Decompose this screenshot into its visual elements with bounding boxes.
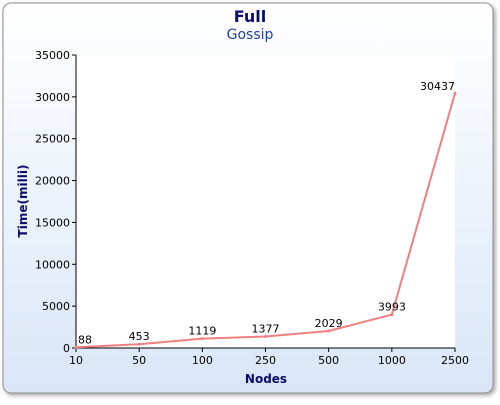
x-tick-label: 250 (255, 354, 276, 367)
y-tick-label: 25000 (35, 133, 70, 146)
y-tick-label: 20000 (35, 175, 70, 188)
x-axis-title: Nodes (245, 372, 287, 386)
data-point (264, 334, 267, 338)
x-tick-label: 50 (132, 354, 146, 367)
data-label: 1119 (188, 325, 216, 338)
y-tick-label: 5000 (42, 300, 70, 313)
x-tick-label: 100 (192, 354, 213, 367)
x-axis: 10 50 100 250 500 1000 2500 (69, 347, 469, 367)
data-point (200, 337, 204, 341)
chart-title: Full (234, 7, 267, 26)
data-point (74, 345, 78, 349)
data-point (453, 91, 457, 95)
y-axis-title: Time(milli) (16, 165, 30, 238)
y-tick-label: 10000 (35, 258, 70, 271)
data-label: 1377 (252, 322, 280, 335)
y-tick-label: 30000 (35, 91, 70, 104)
data-point (327, 329, 331, 333)
data-label: 2029 (315, 317, 343, 330)
y-tick-label: 15000 (35, 216, 70, 229)
y-axis: 0 5000 10000 15000 20000 25000 30000 35000 (35, 49, 77, 355)
data-label: 3993 (378, 301, 406, 314)
y-tick-label: 0 (63, 342, 70, 355)
data-labels: 88 453 1119 1377 2029 3993 30437 (78, 80, 455, 346)
y-tick-label: 35000 (35, 49, 70, 62)
data-label: 453 (129, 330, 150, 343)
data-label: 30437 (420, 80, 455, 93)
series-group (74, 91, 457, 349)
data-point (390, 313, 394, 317)
x-tick-label: 10 (69, 354, 83, 367)
x-tick-label: 1000 (378, 354, 406, 367)
plot-area (76, 55, 455, 348)
chart-subtitle: Gossip (227, 27, 274, 43)
data-point (137, 342, 141, 346)
data-label: 88 (78, 333, 92, 346)
x-tick-label: 500 (318, 354, 339, 367)
x-tick-label: 2500 (441, 354, 469, 367)
